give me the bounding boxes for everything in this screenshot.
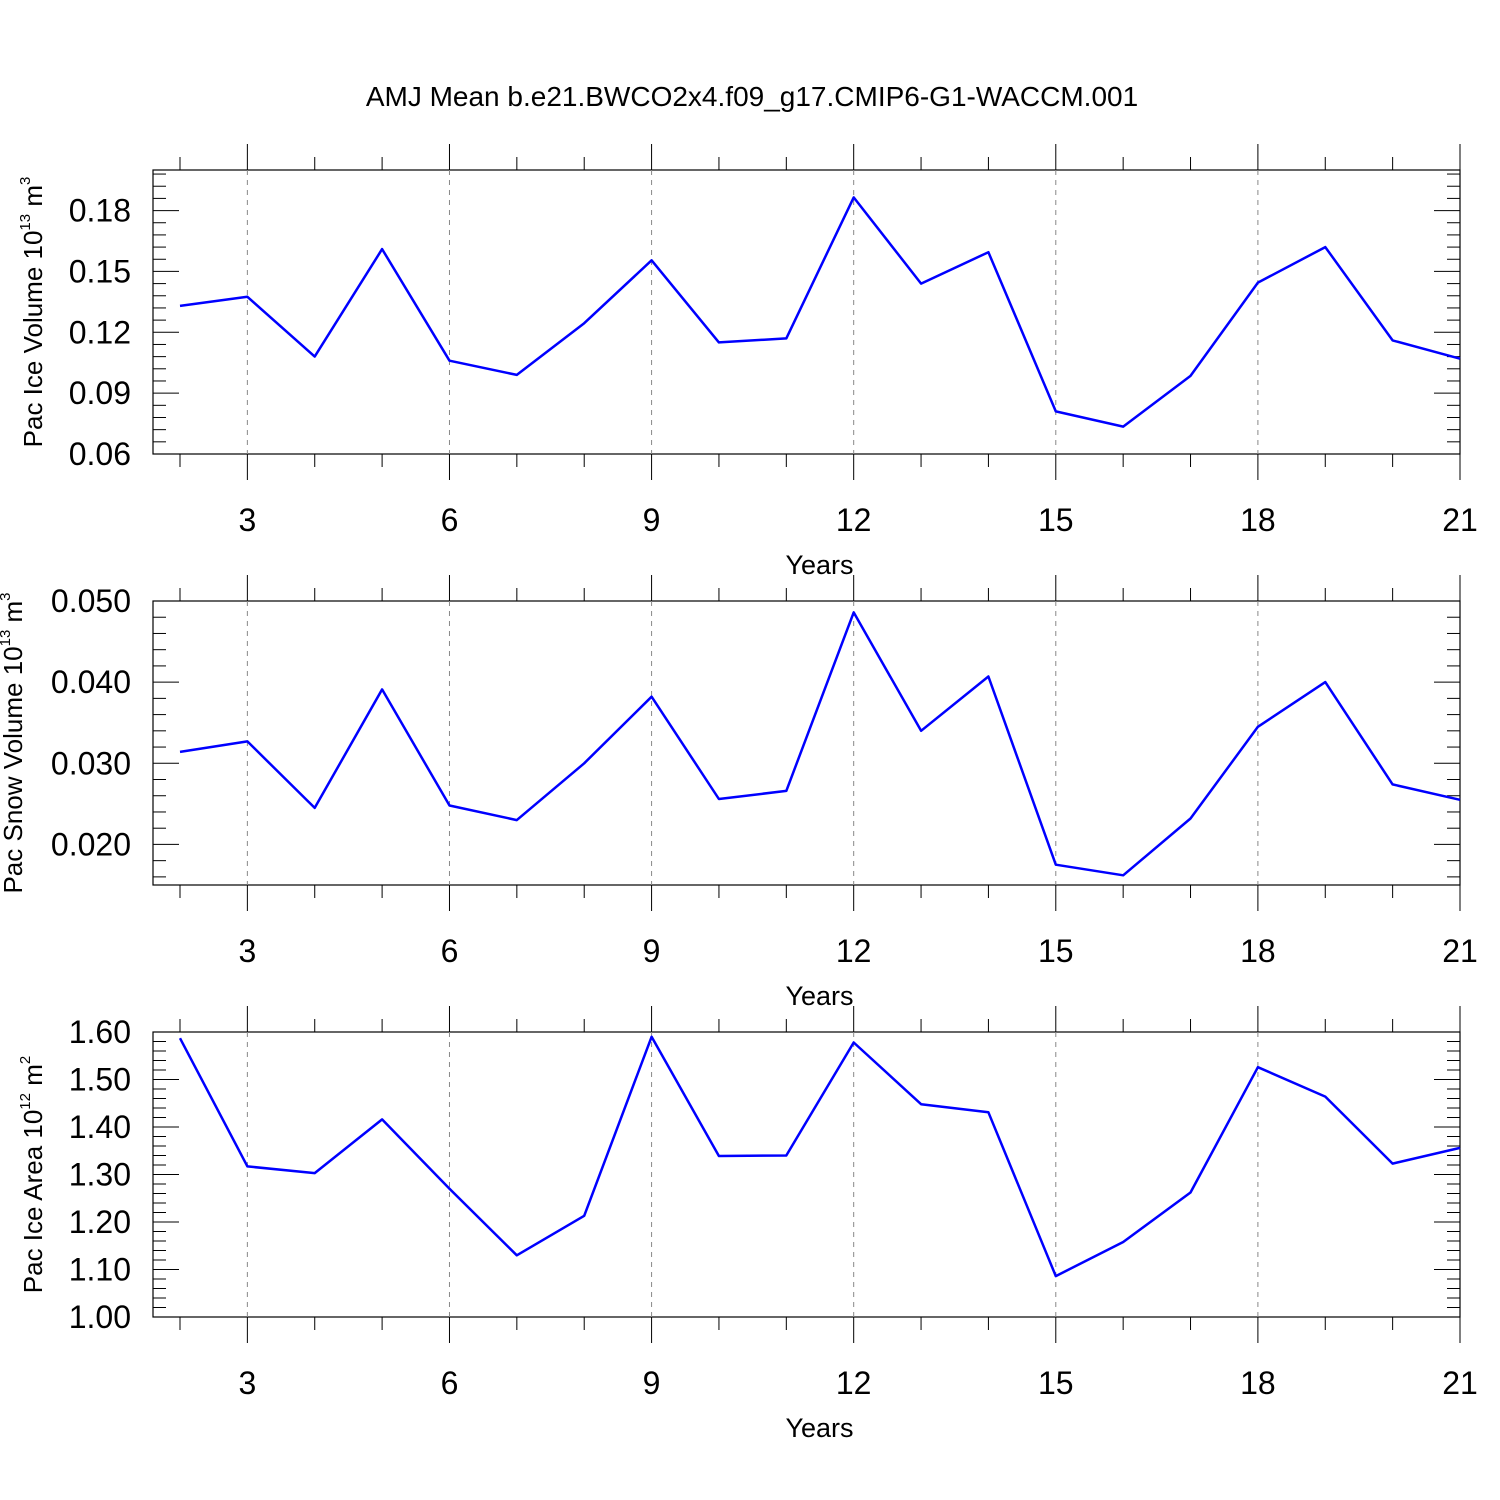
- y-tick-label: 0.15: [69, 253, 131, 289]
- x-tick-label: 9: [643, 1365, 661, 1401]
- series-line: [179, 611, 1461, 877]
- y-tick-label: 0.12: [69, 314, 131, 350]
- y-tick-label: 0.18: [69, 193, 131, 229]
- plot-frame: [152, 169, 1461, 455]
- panel-1: 3 6 9 12 15 18 21 Years 0.06 0.09 0.12 0.15 0.18 Pac …: [17, 144, 1478, 580]
- panel-2: 3 6 9 12 15 18 21 Years 0.020 0.030 0.040 0.050 Pac …: [0, 575, 1478, 1011]
- y-tick-label: 1.00: [69, 1299, 131, 1335]
- x-tick-label: 15: [1038, 1365, 1074, 1401]
- y-tick-label: 0.06: [69, 436, 131, 472]
- y-tick-label: 0.040: [51, 664, 131, 700]
- x-tick-label: 9: [643, 933, 661, 969]
- y-tick-label: 1.20: [69, 1204, 131, 1240]
- x-tick-label: 9: [643, 502, 661, 538]
- chart-title: AMJ Mean b.e21.BWCO2x4.f09_g17.CMIP6-G1-…: [366, 81, 1138, 112]
- y-axis-label: Pac Ice Area 1012 m2: [17, 1056, 48, 1293]
- y-axis-label: Pac Ice Volume 1013 m3: [17, 177, 48, 448]
- y-tick-label: 1.50: [69, 1062, 131, 1098]
- y-tick-label: 1.40: [69, 1109, 131, 1145]
- x-tick-label: 6: [441, 1365, 459, 1401]
- x-tick-label: 12: [836, 1365, 872, 1401]
- x-tick-label: 18: [1240, 1365, 1276, 1401]
- x-tick-label: 21: [1442, 933, 1478, 969]
- series-line: [179, 196, 1461, 428]
- y-tick-label: 0.020: [51, 826, 131, 862]
- x-tick-label: 18: [1240, 933, 1276, 969]
- x-tick-label: 21: [1442, 502, 1478, 538]
- plot-frame: [152, 600, 1461, 886]
- x-axis-label: Years: [785, 1413, 853, 1443]
- x-tick-label: 15: [1038, 502, 1074, 538]
- x-axis-label: Years: [785, 981, 853, 1011]
- x-tick-label: 18: [1240, 502, 1276, 538]
- y-tick-label: 1.60: [69, 1014, 131, 1050]
- y-tick-label: 0.050: [51, 583, 131, 619]
- x-tick-label: 3: [238, 1365, 256, 1401]
- y-tick-label: 1.10: [69, 1252, 131, 1288]
- x-tick-label: 3: [238, 933, 256, 969]
- y-tick-label: 1.30: [69, 1157, 131, 1193]
- x-tick-label: 15: [1038, 933, 1074, 969]
- x-tick-label: 12: [836, 933, 872, 969]
- y-tick-label: 0.09: [69, 375, 131, 411]
- x-tick-label: 6: [441, 933, 459, 969]
- x-tick-label: 3: [238, 502, 256, 538]
- series-line: [178, 1035, 1461, 1278]
- x-tick-label: 12: [836, 502, 872, 538]
- x-tick-label: 21: [1442, 1365, 1478, 1401]
- x-tick-label: 6: [441, 502, 459, 538]
- y-tick-label: 0.030: [51, 745, 131, 781]
- panel-3: 3 6 9 12 15 18 21 Years 1.00 1.10 1.20 1.30 1.40 1.50…: [17, 1006, 1478, 1443]
- x-axis-label: Years: [785, 550, 853, 580]
- y-axis-label: Pac Snow Volume 1013 m3: [0, 592, 28, 893]
- plot-frame: [152, 1031, 1461, 1318]
